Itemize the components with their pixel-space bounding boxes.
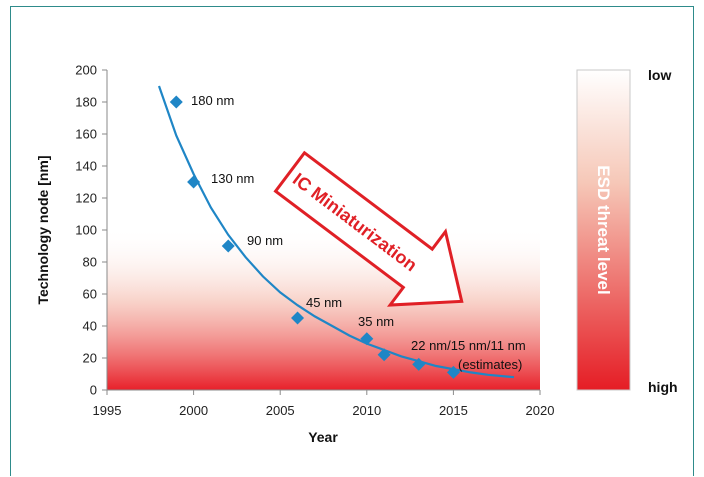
- esd-threat-title: ESD threat level: [594, 165, 613, 294]
- data-point-marker: [377, 348, 391, 362]
- esd-threat-bar: [576, 69, 631, 391]
- x-tick-label: 1995: [93, 403, 122, 418]
- esd-high-label: high: [648, 379, 678, 395]
- x-tick-label: 2015: [439, 403, 468, 418]
- y-tick-label: 140: [75, 159, 97, 174]
- y-tick-label: 60: [83, 287, 97, 302]
- x-axis-title: Year: [308, 429, 338, 445]
- x-axis-ticks: 1995 2000 2005 2010 2015 2020: [93, 390, 555, 418]
- label-45nm: 45 nm: [306, 295, 342, 310]
- label-130nm: 130 nm: [211, 171, 254, 186]
- data-point-marker: [360, 332, 374, 346]
- y-tick-label: 40: [83, 319, 97, 334]
- y-tick-label: 0: [90, 383, 97, 398]
- y-tick-label: 80: [83, 255, 97, 270]
- y-tick-label: 200: [75, 63, 97, 78]
- data-markers: [169, 95, 460, 379]
- esd-low-label: low: [648, 67, 671, 83]
- label-22-15-11nm: 22 nm/15 nm/11 nm: [411, 338, 526, 353]
- y-axis-ticks: 0 20 40 60 80 100 120 140 160 180 200: [75, 63, 107, 398]
- label-35nm: 35 nm: [358, 314, 394, 329]
- label-estimates: (estimates): [458, 357, 522, 372]
- label-180nm: 180 nm: [191, 93, 234, 108]
- x-tick-label: 2010: [352, 403, 381, 418]
- y-tick-label: 180: [75, 95, 97, 110]
- plot-background-gradient: [107, 227, 540, 390]
- y-tick-label: 160: [75, 127, 97, 142]
- y-tick-label: 120: [75, 191, 97, 206]
- arrow-shape: [273, 150, 464, 307]
- data-point-marker: [221, 239, 235, 253]
- y-tick-label: 20: [83, 351, 97, 366]
- y-axis-title: Technology node [nm]: [35, 155, 51, 304]
- data-point-marker: [412, 357, 426, 371]
- trendline-curve: [157, 85, 515, 379]
- label-90nm: 90 nm: [247, 233, 283, 248]
- figure-frame: [10, 6, 694, 476]
- y-tick-label: 100: [75, 223, 97, 238]
- x-tick-label: 2000: [179, 403, 208, 418]
- x-tick-label: 2020: [526, 403, 555, 418]
- x-tick-label: 2005: [266, 403, 295, 418]
- data-point-marker: [446, 365, 460, 379]
- data-point-marker: [169, 95, 183, 109]
- data-point-marker: [291, 311, 305, 325]
- data-point-marker: [187, 175, 201, 189]
